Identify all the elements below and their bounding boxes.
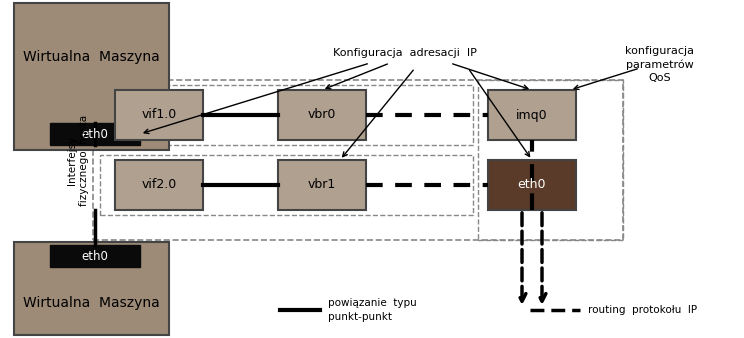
Bar xyxy=(50,123,140,145)
Bar xyxy=(278,90,366,140)
Text: vbr0: vbr0 xyxy=(308,108,336,121)
Bar xyxy=(488,90,576,140)
Text: Interfejsy
fizycznego  hosta: Interfejsy fizycznego hosta xyxy=(67,115,89,206)
Bar xyxy=(115,160,203,210)
Text: eth0: eth0 xyxy=(82,127,109,141)
Text: powiązanie  typu
punkt-punkt: powiązanie typu punkt-punkt xyxy=(328,298,417,321)
Text: Wirtualna  Maszyna: Wirtualna Maszyna xyxy=(23,49,160,64)
Bar xyxy=(478,80,623,240)
Bar xyxy=(278,160,366,210)
Text: vif1.0: vif1.0 xyxy=(141,108,176,121)
Bar xyxy=(100,155,473,215)
Text: Wirtualna  Maszyna: Wirtualna Maszyna xyxy=(23,296,160,311)
Bar xyxy=(14,242,169,335)
Text: routing  protokołu  IP: routing protokołu IP xyxy=(588,305,697,315)
Bar xyxy=(50,245,140,267)
Text: eth0: eth0 xyxy=(518,178,546,192)
Text: Konfiguracja  adresacji  IP: Konfiguracja adresacji IP xyxy=(333,48,477,58)
Text: eth0: eth0 xyxy=(82,249,109,263)
Bar xyxy=(100,85,473,145)
Text: vbr1: vbr1 xyxy=(308,178,336,192)
Bar xyxy=(115,90,203,140)
Bar xyxy=(14,3,169,150)
Text: konfiguracja
parametrów
QoS: konfiguracja parametrów QoS xyxy=(626,46,694,83)
Bar xyxy=(488,160,576,210)
Text: vif2.0: vif2.0 xyxy=(141,178,176,192)
Text: imq0: imq0 xyxy=(516,108,548,121)
Bar xyxy=(93,80,623,240)
